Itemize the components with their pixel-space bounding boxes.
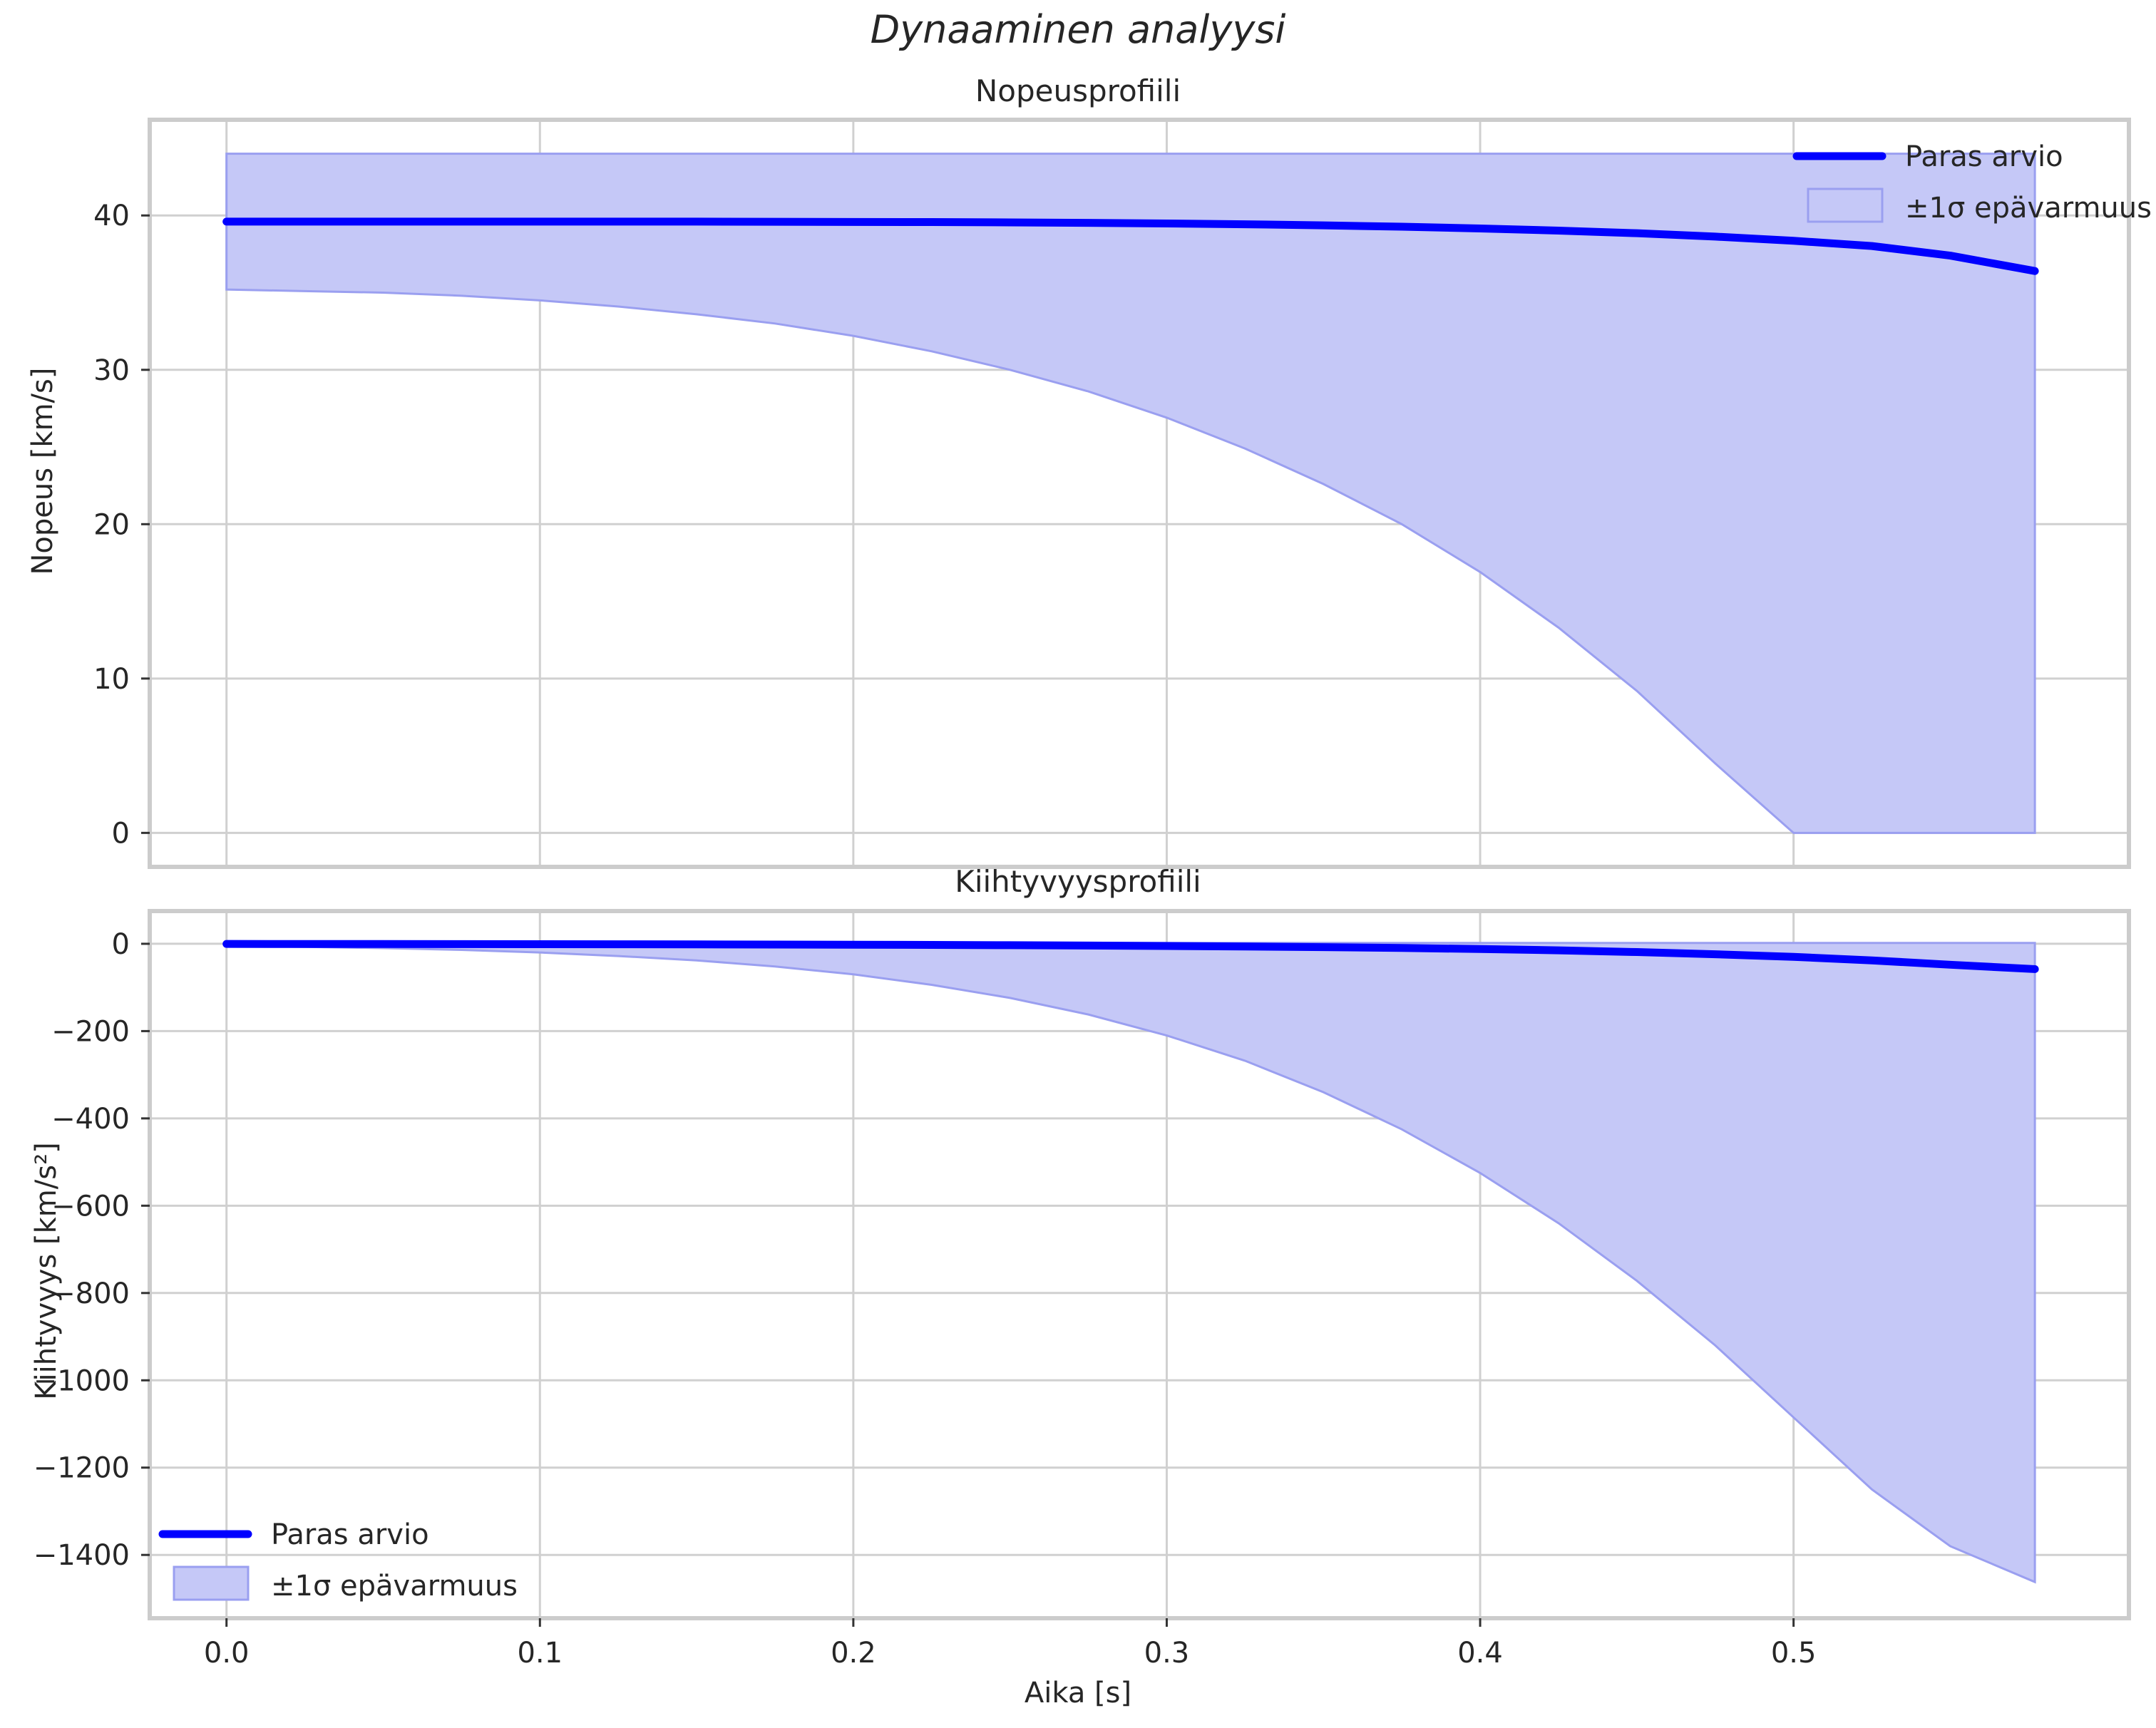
- y-tick-label: −600: [51, 1190, 130, 1223]
- figure-suptitle: Dynaaminen analyysi: [870, 7, 1286, 52]
- y-tick-label: 10: [93, 663, 130, 696]
- x-tick-label: 0.1: [517, 1637, 563, 1670]
- y-tick-label: 30: [93, 354, 130, 387]
- y-tick-label: −1000: [34, 1364, 130, 1397]
- subplot-kiihtyvyysprofiili: 0 −200 −400 −600 −800 −1000 −1200 −1400 0.0 0.1 0.…: [34, 909, 2131, 1670]
- legend-line-label: Paras arvio: [1905, 140, 2063, 173]
- y-tick-label: 0: [112, 817, 130, 850]
- axes-frame: [148, 118, 2131, 869]
- x-tick-label: 0.0: [204, 1637, 250, 1670]
- y-tick-label: −1200: [34, 1452, 130, 1485]
- y-tick-label: 0: [112, 928, 130, 961]
- legend-band-swatch: [1807, 187, 1884, 223]
- legend-line-label: Paras arvio: [271, 1518, 429, 1551]
- x-tick-label: 0.5: [1771, 1637, 1817, 1670]
- subplot-title-velocity: Nopeusprofiili: [975, 73, 1181, 108]
- subplot-nopeusprofiili: 0 10 20 30 40 Paras arvio ±1σ epävarmuus: [93, 118, 2152, 869]
- uncertainty-band: [225, 153, 2036, 834]
- y-tick-label: 20: [93, 508, 130, 541]
- x-axis-label: Aika [s]: [1024, 1677, 1132, 1709]
- legend-band-label: ±1σ epävarmuus: [1905, 192, 2152, 225]
- y-tick-label: 40: [93, 200, 130, 232]
- x-tick-label: 0.3: [1144, 1637, 1190, 1670]
- y-tick-label: −200: [51, 1015, 130, 1048]
- x-tick-label: 0.4: [1457, 1637, 1503, 1670]
- subplot-title-acceleration: Kiihtyvyysprofiili: [955, 864, 1201, 899]
- x-tick-label: 0.2: [831, 1637, 876, 1670]
- legend-band-label: ±1σ epävarmuus: [271, 1570, 518, 1603]
- y-tick-label: −800: [51, 1277, 130, 1310]
- best-estimate-line: [222, 940, 2039, 973]
- legend-kiihtyvyysprofiili[interactable]: Paras arvio ±1σ epävarmuus: [158, 1518, 518, 1603]
- y-tick-label: −400: [51, 1103, 130, 1136]
- legend-nopeusprofiili[interactable]: Paras arvio ±1σ epävarmuus: [1792, 140, 2152, 225]
- y-tick-label: −1400: [34, 1539, 130, 1572]
- legend-band-swatch: [173, 1565, 250, 1601]
- axes-frame: [148, 909, 2131, 1620]
- best-estimate-line: [222, 217, 2039, 275]
